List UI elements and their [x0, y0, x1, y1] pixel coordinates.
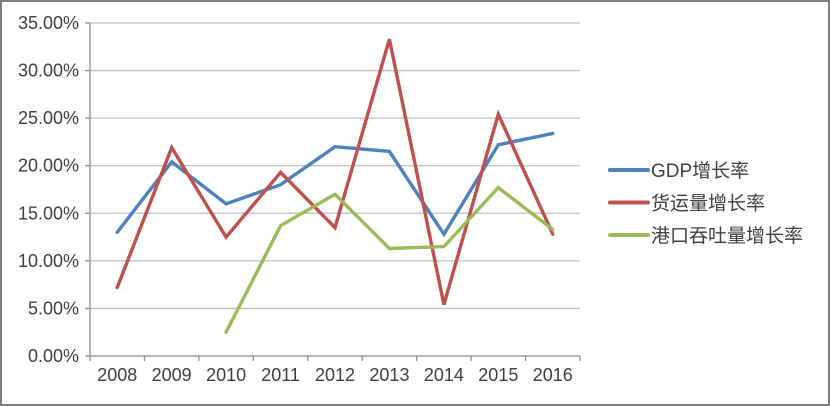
x-tick-label: 2016 — [533, 365, 573, 385]
x-tick-label: 2011 — [261, 365, 300, 385]
y-tick-label: 25.00% — [18, 108, 79, 128]
y-tick-label: 0.00% — [28, 346, 79, 366]
x-tick-label: 2009 — [152, 365, 192, 385]
y-tick-label: 5.00% — [28, 298, 79, 318]
y-tick-label: 15.00% — [18, 203, 79, 223]
legend-label-1: 货运量增长率 — [651, 193, 765, 215]
y-tick-label: 30.00% — [18, 61, 79, 81]
x-tick-label: 2010 — [206, 365, 246, 385]
x-tick-label: 2008 — [97, 365, 137, 385]
y-tick-label: 10.00% — [18, 251, 79, 271]
y-tick-label: 35.00% — [18, 13, 79, 33]
x-tick-label: 2014 — [424, 365, 464, 385]
y-tick-label: 20.00% — [18, 156, 79, 176]
series-line-2 — [224, 185, 555, 334]
legend-label-0: GDP增长率 — [651, 160, 749, 182]
x-tick-label: 2015 — [478, 365, 518, 385]
series-line-1 — [115, 38, 555, 306]
x-tick-label: 2013 — [369, 365, 409, 385]
x-tick-label: 2012 — [315, 365, 355, 385]
legend-label-2: 港口吞吐量增长率 — [651, 225, 803, 247]
